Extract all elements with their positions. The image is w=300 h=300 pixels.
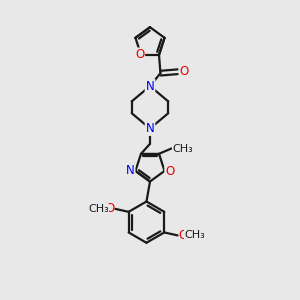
Text: O: O xyxy=(165,165,175,178)
Text: N: N xyxy=(146,122,154,135)
Text: O: O xyxy=(179,65,189,78)
Text: O: O xyxy=(105,202,114,215)
Text: N: N xyxy=(126,164,134,177)
Text: CH₃: CH₃ xyxy=(184,230,205,240)
Text: O: O xyxy=(179,229,188,242)
Text: CH₃: CH₃ xyxy=(88,204,109,214)
Text: O: O xyxy=(135,48,144,62)
Text: CH₃: CH₃ xyxy=(172,143,193,154)
Text: N: N xyxy=(146,80,154,93)
